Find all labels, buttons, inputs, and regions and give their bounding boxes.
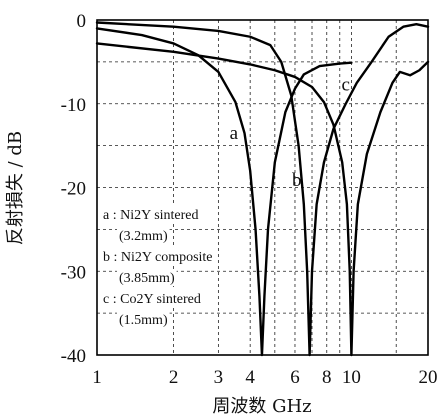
x-tick-label-4: 4 bbox=[245, 367, 255, 388]
legend: a : Ni2Y sintered (3.2mm) b : Ni2Y composi… bbox=[101, 206, 215, 328]
series-lines bbox=[95, 21, 430, 357]
curve-label-c: c bbox=[342, 74, 350, 95]
x-tick-label-3: 3 bbox=[214, 367, 224, 388]
legend-entry-bg bbox=[117, 269, 177, 286]
y-tick-labels: 0 -10 -20 -30 -40 bbox=[61, 11, 86, 367]
legend-entry-6: (1.5mm) bbox=[119, 313, 168, 328]
x-tick-labels: 1 2 3 4 6 8 10 20 bbox=[92, 367, 437, 388]
legend-entry-bg bbox=[101, 206, 201, 223]
x-axis-label: 周波数 GHz bbox=[212, 396, 311, 417]
y-tick-label-0: 0 bbox=[77, 11, 87, 32]
plot-frame bbox=[96, 19, 429, 356]
series-line-a bbox=[95, 27, 353, 357]
legend-entry-bg bbox=[117, 227, 170, 244]
legend-entry-2: (3.2mm) bbox=[119, 229, 168, 244]
x-tick-label-2: 2 bbox=[169, 367, 179, 388]
x-tick-label-6: 6 bbox=[290, 367, 300, 388]
x-tick-label-8: 8 bbox=[322, 367, 332, 388]
x-tick-label-1: 1 bbox=[92, 367, 102, 388]
y-tick-label--10: -10 bbox=[61, 95, 86, 116]
series-line-b bbox=[95, 21, 430, 357]
y-tick-label--40: -40 bbox=[61, 346, 86, 367]
x-tick-label-10: 10 bbox=[342, 367, 361, 388]
legend-entry-bg bbox=[117, 311, 170, 328]
curve-label-a: a bbox=[230, 123, 239, 144]
x-tick-label-20: 20 bbox=[419, 367, 438, 388]
legend-entry-1: a : Ni2Y sintered bbox=[103, 208, 199, 223]
legend-entry-4: (3.85mm) bbox=[119, 271, 175, 286]
series-line-c bbox=[95, 42, 430, 357]
legend-entry-3: b : Ni2Y composite bbox=[103, 250, 213, 265]
legend-entry-5: c : Co2Y sintered bbox=[103, 292, 201, 307]
curve-labels: a b c bbox=[230, 74, 350, 190]
y-tick-label--20: -20 bbox=[61, 179, 86, 200]
legend-entry-bg bbox=[101, 248, 215, 265]
curve-label-b: b bbox=[292, 170, 302, 191]
y-axis-label: 反射損失 / dB bbox=[5, 131, 26, 245]
legend-entry-bg bbox=[101, 290, 203, 307]
y-tick-label--30: -30 bbox=[61, 262, 86, 283]
